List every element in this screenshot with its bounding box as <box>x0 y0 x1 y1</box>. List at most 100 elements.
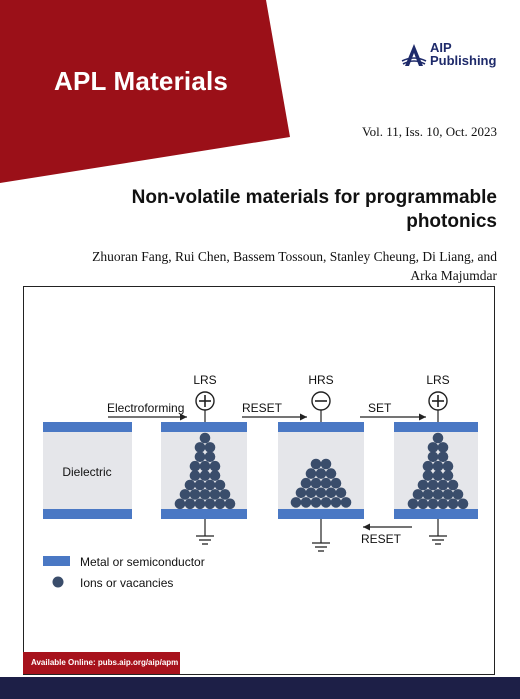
ion <box>320 477 332 489</box>
ion <box>300 497 312 508</box>
bottom-electrode <box>43 509 132 519</box>
top-electrode <box>43 422 132 432</box>
ion <box>437 479 449 491</box>
ion <box>447 479 459 491</box>
ion <box>305 487 317 499</box>
ion <box>310 477 322 489</box>
legend-ion-swatch <box>52 576 64 588</box>
ion <box>427 479 439 491</box>
ion-cluster <box>290 458 352 508</box>
ion <box>442 460 454 472</box>
ion <box>194 479 206 491</box>
ion <box>305 468 317 479</box>
ion <box>432 470 444 481</box>
ion <box>457 498 469 510</box>
ion <box>335 487 347 499</box>
ion <box>325 468 337 479</box>
ion <box>422 489 434 500</box>
article-title: Non-volatile materials for programmable … <box>131 187 497 232</box>
ion <box>427 451 439 463</box>
ion <box>184 479 196 491</box>
ion <box>432 460 444 472</box>
issue-info: Vol. 11, Iss. 10, Oct. 2023 <box>361 124 497 139</box>
legend-ions-label: Ions or vacancies <box>80 576 173 590</box>
ion <box>184 498 196 510</box>
ion <box>320 497 332 508</box>
ion <box>407 498 419 510</box>
ion <box>437 442 449 453</box>
journal-title: APL Materials <box>54 66 229 96</box>
ion <box>442 470 454 481</box>
ion <box>199 432 211 444</box>
ion-filament <box>174 432 236 510</box>
ion <box>417 479 429 491</box>
electroforming-label: Electroforming <box>107 401 184 415</box>
ion <box>189 470 201 481</box>
ion <box>310 458 322 470</box>
ion <box>194 451 206 463</box>
ion <box>199 489 211 500</box>
bottom-electrode <box>161 509 247 519</box>
publisher-name-line1: AIP <box>430 40 452 55</box>
legend-metal-label: Metal or semiconductor <box>80 555 205 569</box>
state-label: LRS <box>426 373 449 387</box>
bottom-electrode <box>278 509 364 519</box>
ion <box>199 470 211 481</box>
ion <box>412 489 424 500</box>
set-label: SET <box>368 401 392 415</box>
legend-metal-swatch <box>43 556 70 566</box>
ion <box>204 479 216 491</box>
ion <box>194 442 206 453</box>
ion <box>209 460 221 472</box>
device-cell-lrs-2: LRS <box>394 373 478 545</box>
ion <box>437 498 449 510</box>
ion <box>422 470 434 481</box>
ion <box>209 489 221 500</box>
ion <box>189 460 201 472</box>
ion <box>330 497 342 508</box>
dielectric-cell: Dielectric <box>43 422 132 519</box>
top-electrode <box>161 422 247 432</box>
ion <box>179 489 191 500</box>
ion <box>452 489 464 500</box>
ion <box>315 468 327 479</box>
ion <box>290 497 302 508</box>
ion <box>432 432 444 444</box>
ion <box>325 487 337 499</box>
ion <box>300 477 312 489</box>
ion <box>432 489 444 500</box>
top-electrode <box>394 422 478 432</box>
ion <box>427 442 439 453</box>
ion <box>330 477 342 489</box>
ion <box>295 487 307 499</box>
ion <box>214 498 226 510</box>
top-electrode <box>278 422 364 432</box>
ion <box>442 489 454 500</box>
ion <box>422 460 434 472</box>
ion <box>214 479 226 491</box>
dielectric-label: Dielectric <box>62 465 111 479</box>
ion <box>310 497 322 508</box>
reset-label: RESET <box>242 401 283 415</box>
ion <box>209 470 221 481</box>
ion <box>447 498 459 510</box>
cover-figure: Dielectric LRS HRS <box>23 286 495 675</box>
aip-logo-icon <box>401 44 427 66</box>
state-label: HRS <box>308 373 333 387</box>
ion <box>427 498 439 510</box>
ion <box>204 498 216 510</box>
ion <box>194 498 206 510</box>
ion <box>189 489 201 500</box>
publisher-logo: AIP Publishing <box>401 41 501 69</box>
reset-back-label: RESET <box>361 532 402 546</box>
availability-tag: Available Online: pubs.aip.org/aip/apm <box>23 652 180 674</box>
journal-banner <box>0 0 290 183</box>
ion <box>219 489 231 500</box>
state-label: LRS <box>193 373 216 387</box>
ion <box>437 451 449 463</box>
ion <box>417 498 429 510</box>
author-list: Zhuoran Fang, Rui Chen, Bassem Tossoun, … <box>92 249 497 283</box>
footer-bar <box>0 677 520 699</box>
ion <box>320 458 332 470</box>
ion <box>204 451 216 463</box>
